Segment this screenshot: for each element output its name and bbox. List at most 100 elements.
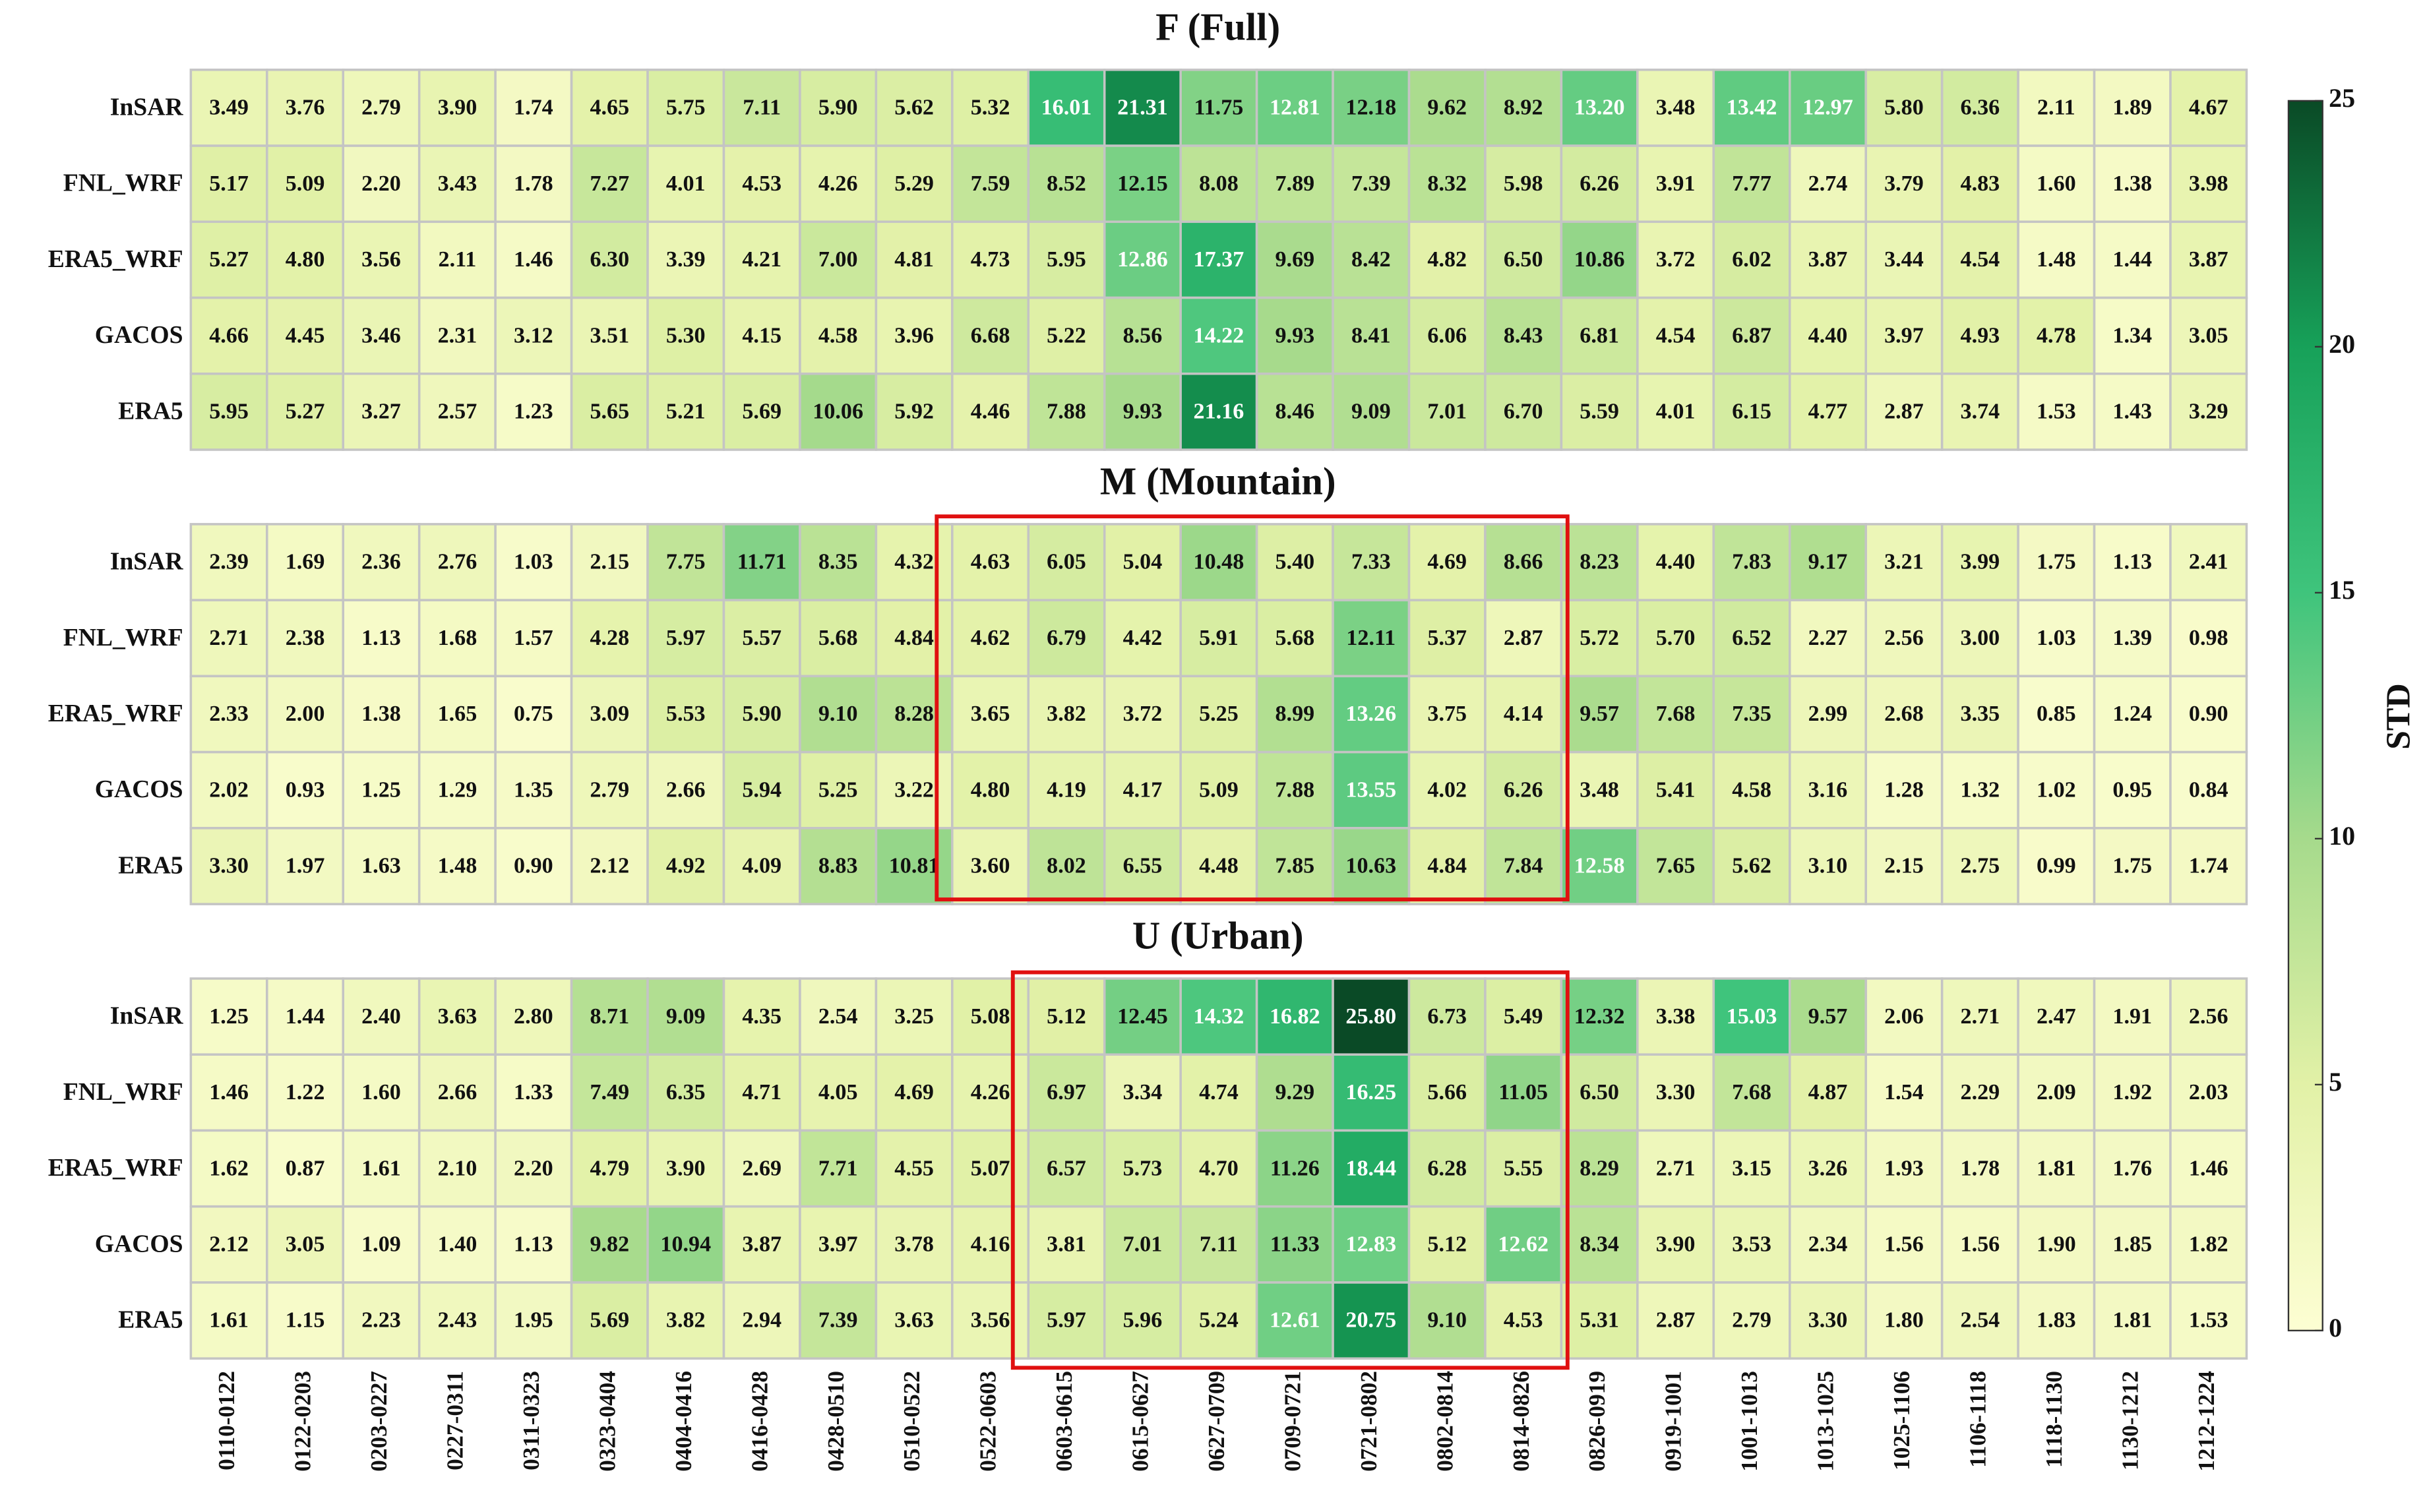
heatmap-cell [1864, 296, 1944, 375]
cell-label: 4.66 [209, 323, 249, 348]
cell-label: 2.87 [1656, 1308, 1696, 1333]
heatmap-cell [646, 675, 725, 754]
cell-label: 5.69 [742, 400, 782, 424]
row-label: FNL_WRF [63, 169, 183, 197]
x-tick-label: 0522-0603 [975, 1371, 1001, 1472]
cell-label: 1.61 [361, 1156, 401, 1180]
panel-title: M (Mountain) [1100, 460, 1336, 503]
cell-label: 3.74 [1961, 400, 2000, 424]
cell-label: 4.09 [742, 854, 782, 878]
cell-label: 1.39 [2112, 626, 2152, 650]
cell-label: 1.91 [2112, 1004, 2152, 1029]
cell-label: 1.74 [2189, 854, 2228, 878]
cell-label: 1.28 [1884, 777, 1924, 802]
heatmap-cell [2017, 220, 2096, 299]
heatmap-cell [1864, 220, 1944, 299]
cell-label: 9.09 [1351, 400, 1391, 424]
cell-label: 0.85 [2037, 702, 2076, 726]
cell-label: 5.68 [1275, 626, 1315, 650]
heatmap-cell [1027, 977, 1106, 1056]
cell-label: 1.03 [2037, 626, 2076, 650]
cell-label: 4.67 [2189, 96, 2228, 120]
heatmap-cell [722, 523, 801, 601]
heatmap-cell [494, 220, 573, 299]
x-tick-label: 0721-0802 [1356, 1371, 1382, 1472]
cell-label: 16.82 [1270, 1004, 1320, 1029]
x-tick-label: 0615-0627 [1128, 1371, 1153, 1472]
heatmap-cell [2169, 373, 2248, 451]
cell-label: 3.97 [1884, 323, 1924, 348]
cell-label: 4.35 [742, 1004, 782, 1029]
cell-label: 2.79 [590, 777, 629, 802]
cell-label: 9.17 [1808, 550, 1848, 574]
heatmap-cell [1027, 1129, 1106, 1208]
cell-label: 3.27 [361, 400, 401, 424]
cell-label: 7.35 [1732, 702, 1771, 726]
cell-label: 13.42 [1727, 96, 1777, 120]
cell-label: 6.30 [590, 247, 629, 272]
cell-label: 1.75 [2037, 550, 2076, 574]
heatmap-cell [1484, 827, 1563, 905]
cell-label: 4.80 [971, 777, 1010, 802]
heatmap-cell [1027, 220, 1106, 299]
cell-label: 2.29 [1961, 1080, 2000, 1104]
cell-label: 2.87 [1504, 626, 1543, 650]
cell-label: 1.25 [209, 1004, 249, 1029]
heatmap-cell [1864, 675, 1944, 754]
cell-label: 3.90 [438, 96, 477, 120]
cell-label: 3.75 [1427, 702, 1467, 726]
heatmap-cell [1179, 599, 1258, 678]
x-tick-label: 0428-0510 [823, 1371, 849, 1472]
cell-label: 5.62 [1732, 854, 1771, 878]
heatmap-cell [1255, 1281, 1334, 1360]
cell-label: 5.31 [1580, 1308, 1619, 1333]
cell-label: 3.63 [438, 1004, 477, 1029]
cell-label: 5.08 [971, 1004, 1010, 1029]
cell-label: 7.01 [1427, 400, 1467, 424]
cell-label: 2.11 [439, 247, 477, 272]
heatmap-cell [799, 1205, 878, 1284]
cell-label: 5.21 [666, 400, 706, 424]
heatmap-cell [1332, 296, 1411, 375]
heatmap-cell [2169, 523, 2248, 601]
heatmap-cell [1789, 144, 1867, 224]
heatmap-cell [1484, 977, 1563, 1056]
cell-label: 11.05 [1498, 1080, 1548, 1104]
cell-label: 1.29 [438, 777, 477, 802]
cell-label: 6.26 [1504, 777, 1543, 802]
row-label: InSAR [110, 548, 184, 576]
cell-label: 4.93 [1961, 323, 2000, 348]
colorbar-tick-label: 20 [2329, 329, 2355, 359]
row-label: GACOS [95, 321, 183, 349]
cell-label: 11.71 [737, 550, 787, 574]
cell-label: 1.61 [209, 1308, 249, 1333]
heatmap-cell [951, 599, 1030, 678]
heatmap-cell [189, 373, 268, 451]
heatmap-cell [570, 675, 649, 754]
heatmap-cell [646, 523, 725, 601]
heatmap-cell [1407, 675, 1487, 754]
cell-label: 0.84 [2189, 777, 2228, 802]
cell-label: 12.11 [1346, 626, 1396, 650]
heatmap-cell [2017, 1053, 2096, 1132]
cell-label: 1.48 [2037, 247, 2076, 272]
heatmap-cell [951, 1053, 1030, 1132]
cell-label: 4.55 [894, 1156, 934, 1180]
x-tick-label: 0404-0416 [671, 1371, 696, 1472]
row-label: ERA5 [118, 397, 183, 425]
heatmap-cell [646, 373, 725, 451]
cell-label: 4.81 [894, 247, 934, 272]
cell-label: 6.73 [1427, 1004, 1467, 1029]
cell-label: 7.65 [1656, 854, 1696, 878]
cell-label: 3.30 [209, 854, 249, 878]
heatmap-cell [2017, 1281, 2096, 1360]
heatmap-cell [1560, 750, 1639, 830]
cell-label: 5.66 [1427, 1080, 1467, 1104]
heatmap-cell [1332, 750, 1411, 830]
cell-label: 7.27 [590, 171, 629, 196]
heatmap-cell [1789, 675, 1867, 754]
cell-label: 8.35 [818, 550, 858, 574]
cell-label: 2.79 [361, 96, 401, 120]
cell-label: 12.15 [1117, 171, 1168, 196]
